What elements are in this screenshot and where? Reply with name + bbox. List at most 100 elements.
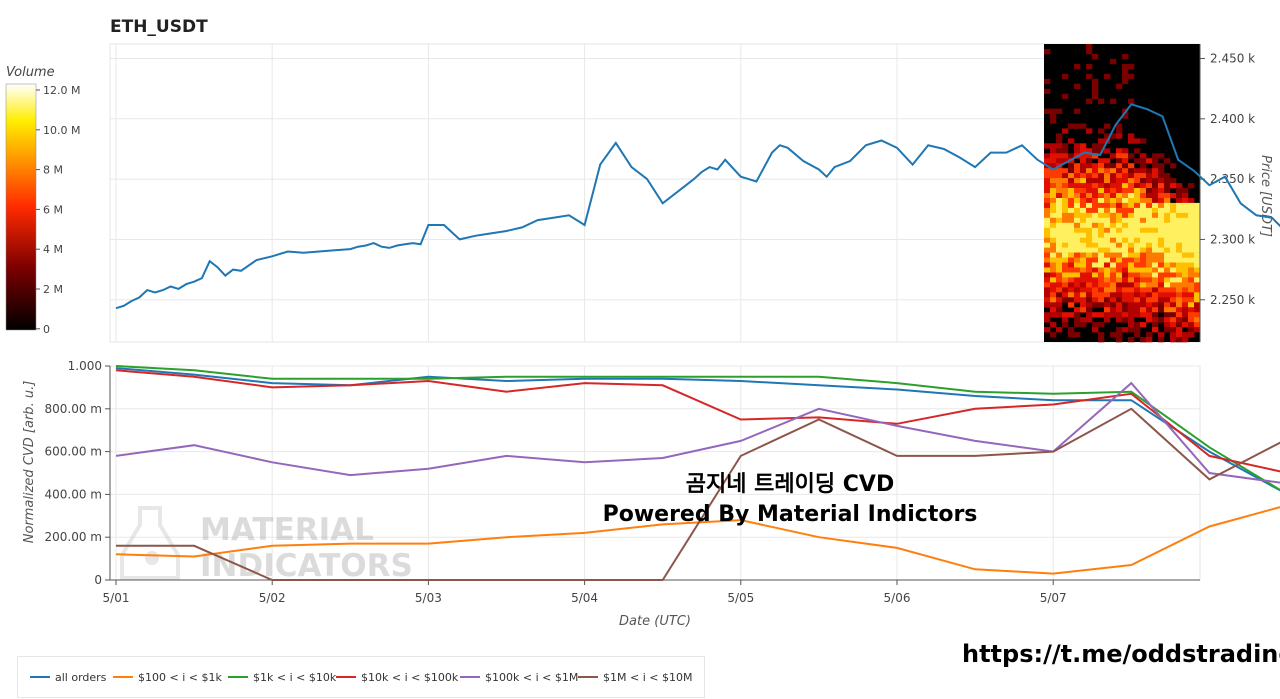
heatmap-cell [1128,292,1135,298]
heatmap-cell [1080,252,1087,258]
heatmap-cell [1158,287,1165,293]
heatmap-cell [1134,332,1141,338]
heatmap-cell [1068,267,1075,273]
heatmap-cell [1194,292,1201,298]
heatmap-cell [1098,183,1105,189]
heatmap-cell [1098,98,1105,104]
heatmap-cell [1050,232,1057,238]
heatmap-cell [1050,202,1057,209]
heatmap-cell [1044,207,1051,214]
heatmap-cell [1104,183,1111,189]
legend-swatch [30,676,50,678]
heatmap-cell [1056,272,1063,278]
heatmap-cell [1110,257,1117,263]
heatmap-cell [1152,327,1159,333]
legend-item-1k-10k[interactable]: $1k < i < $10k [228,671,336,684]
heatmap-cell [1104,198,1111,204]
heatmap-cell [1152,217,1159,224]
heatmap-cell [1164,287,1171,293]
heatmap-cell [1152,272,1159,278]
heatmap-cell [1116,332,1123,338]
heatmap-cell [1176,183,1183,189]
legend-item-10k-100k[interactable]: $10k < i < $100k [336,671,458,684]
heatmap-cell [1110,232,1117,238]
heatmap-cell [1056,178,1063,184]
heatmap-cell [1062,198,1069,204]
price-axis: 2.250 k 2.300 k 2.350 k 2.400 k 2.450 k [1199,44,1255,342]
heatmap-cell [1158,198,1165,204]
heatmap-cell [1128,202,1135,209]
heatmap-cell [1104,237,1111,243]
heatmap-cell [1122,68,1129,75]
heatmap-cell [1170,237,1177,243]
heatmap-cell [1176,267,1183,273]
heatmap-cell [1050,227,1057,234]
heatmap-cell [1050,237,1057,243]
heatmap-cell [1092,193,1099,199]
heatmap-cell [1086,202,1093,209]
heatmap-cell [1068,198,1075,204]
heatmap-cell [1092,277,1099,283]
legend-swatch [113,676,133,678]
heatmap-cell [1044,267,1051,273]
heatmap-cell [1050,307,1057,313]
heatmap-cell [1122,183,1129,189]
heatmap-cell [1044,232,1051,238]
heatmap-cell [1116,193,1123,199]
heatmap-cell [1074,247,1081,253]
heatmap-cell [1062,193,1069,199]
heatmap-cell [1122,78,1129,85]
heatmap-cell [1080,237,1087,243]
heatmap-cell [1158,292,1165,298]
heatmap-cell [1110,153,1117,159]
heatmap-cell [1146,312,1153,318]
heatmap-cell [1140,272,1147,278]
heatmap-cell [1116,202,1123,209]
heatmap-cell [1116,212,1123,219]
heatmap-cell [1122,173,1129,179]
heatmap-cell [1056,133,1063,139]
heatmap-cell [1170,262,1177,268]
heatmap-cell [1062,73,1069,80]
heatmap-cell [1110,212,1117,219]
heatmap-cell [1170,193,1177,199]
heatmap-cell [1182,202,1189,209]
heatmap-cell [1074,292,1081,298]
telegram-link[interactable]: https://t.me/oddstrading2 [962,640,1280,668]
heatmap-cell [1086,297,1093,303]
heatmap-cell [1080,168,1087,174]
heatmap-cell [1116,287,1123,293]
heatmap-cell [1176,322,1183,328]
heatmap-cell [1056,222,1063,229]
heatmap-cell [1128,183,1135,189]
heatmap-cell [1188,277,1195,283]
heatmap-cell [1146,178,1153,184]
heatmap-cell [1158,217,1165,224]
heatmap-cell [1062,252,1069,258]
price-tick-label: 2.300 k [1210,232,1255,246]
watermark-text-top: MATERIAL [200,512,374,548]
heatmap-cell [1074,183,1081,189]
heatmap-cell [1194,247,1201,253]
heatmap-cell [1086,173,1093,179]
legend-item-1m-10m[interactable]: $1M < i < $10M [578,671,692,684]
price-line [115,103,1280,310]
legend-item-100-1k[interactable]: $100 < i < $1k [113,671,222,684]
heatmap-cell [1188,222,1195,229]
heatmap-cell [1092,237,1099,243]
heatmap-cell [1122,252,1129,258]
heatmap-cell [1092,272,1099,278]
heatmap-cell [1122,198,1129,204]
heatmap-cell [1116,222,1123,229]
heatmap-cell [1128,168,1135,174]
legend-item-100k-1m[interactable]: $100k < i < $1M [460,671,578,684]
legend-item-all[interactable]: all orders [30,671,106,684]
heatmap-cell [1194,302,1201,308]
heatmap-cell [1146,237,1153,243]
heatmap-cell [1098,158,1105,164]
heatmap-cell [1074,148,1081,154]
heatmap-cell [1092,178,1099,184]
heatmap-cell [1080,153,1087,159]
heatmap-cell [1128,222,1135,229]
heatmap-cell [1152,252,1159,258]
